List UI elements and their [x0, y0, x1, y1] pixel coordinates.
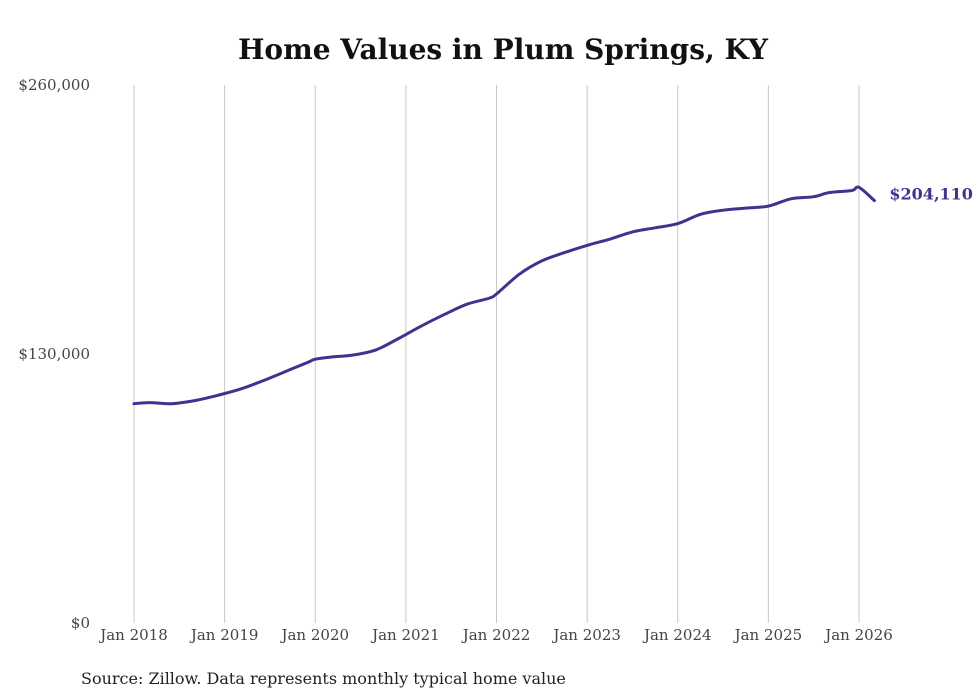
series-layer: $204,110	[132, 185, 973, 406]
x-tick-label: Jan 2019	[189, 626, 259, 644]
x-tick-label: Jan 2022	[461, 626, 531, 644]
x-tick-label: Jan 2026	[823, 626, 893, 644]
grid-lines	[133, 85, 860, 623]
x-tick-label: Jan 2025	[733, 626, 803, 644]
x-axis-ticks: Jan 2018 Jan 2019 Jan 2020 Jan 2021 Jan 2022…	[98, 626, 893, 644]
x-tick-label: Jan 2023	[551, 626, 621, 644]
x-tick-label: Jan 2024	[642, 626, 712, 644]
x-tick-label: Jan 2020	[279, 626, 349, 644]
series-line-0	[132, 185, 876, 406]
y-tick-label: $260,000	[18, 76, 90, 94]
y-axis-ticks: $0 $130,000 $260,000	[18, 76, 90, 632]
y-tick-label: $130,000	[18, 345, 90, 363]
x-tick-label: Jan 2018	[98, 626, 168, 644]
source-note: Source: Zillow. Data represents monthly …	[81, 669, 566, 688]
end-value-label: $204,110	[889, 185, 973, 204]
chart-title: Home Values in Plum Springs, KY	[238, 33, 769, 66]
x-tick-label: Jan 2021	[370, 626, 440, 644]
y-tick-label: $0	[71, 614, 90, 632]
